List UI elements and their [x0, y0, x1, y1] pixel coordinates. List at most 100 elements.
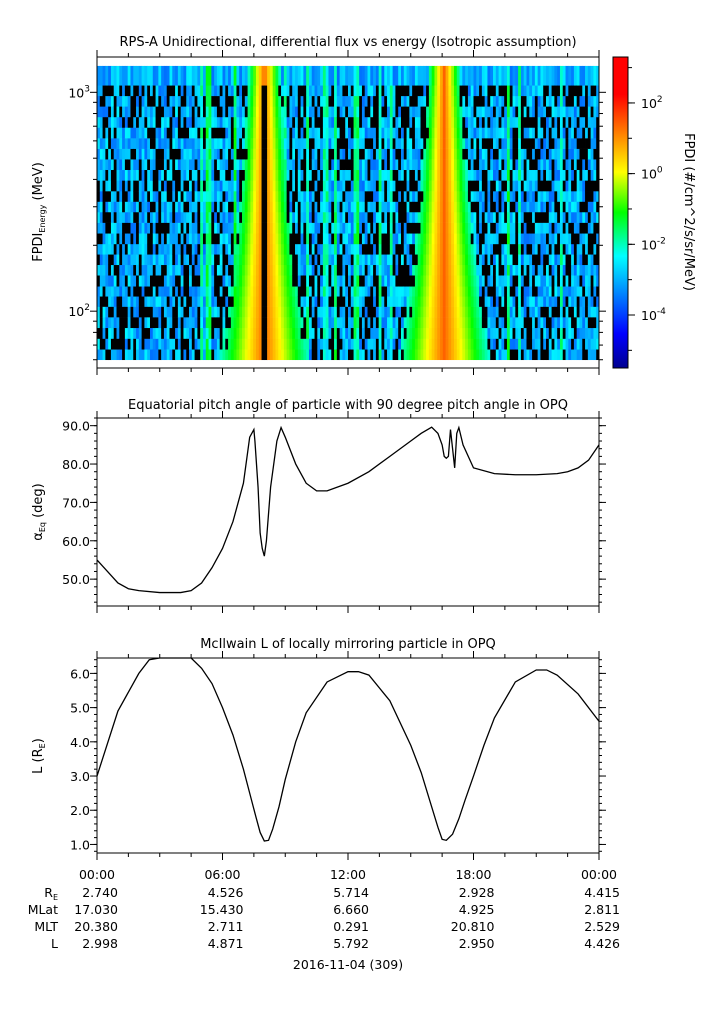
heatmap-cell [587, 191, 592, 202]
heatmap-cell [345, 95, 349, 107]
heatmap-cell [562, 180, 566, 192]
heatmap-cell [414, 264, 419, 276]
heatmap-cell [587, 65, 592, 86]
heatmap-cell [596, 169, 600, 181]
heatmap-cell [278, 138, 282, 149]
heatmap-cell [208, 159, 212, 171]
heatmap-cell [141, 222, 145, 234]
heatmap-cell [456, 317, 460, 329]
heatmap-cell [247, 180, 251, 192]
heatmap-cell [141, 138, 145, 149]
heatmap-cell [300, 138, 304, 149]
heatmap-cell [456, 338, 460, 350]
heatmap-cell [356, 254, 360, 266]
heatmap-cell [322, 169, 327, 181]
heatmap-cell [102, 127, 106, 139]
heatmap-cell [361, 286, 366, 297]
heatmap-cell [149, 306, 154, 318]
heatmap-cell [467, 106, 472, 118]
heatmap-cell [261, 201, 265, 213]
heatmap-cell [122, 201, 126, 213]
heatmap-cell [219, 169, 223, 181]
heatmap-cell [102, 116, 106, 128]
heatmap-cell [322, 286, 327, 297]
heatmap-cell [289, 286, 293, 297]
heatmap-cell [177, 243, 182, 255]
heatmap-cell [378, 306, 382, 318]
heatmap-cell [283, 327, 288, 339]
heatmap-cell [487, 201, 491, 213]
heatmap-cell [470, 169, 474, 181]
heatmap-cell [236, 296, 240, 307]
heatmap-cell [242, 327, 246, 339]
heatmap-cell [295, 222, 299, 234]
heatmap-cell [520, 65, 525, 86]
heatmap-cell [548, 349, 552, 361]
heatmap-cell [462, 116, 466, 128]
heatmap-cell [102, 349, 106, 361]
heatmap-cell [308, 222, 313, 234]
heatmap-cell [102, 338, 106, 350]
heatmap-cell [233, 127, 237, 139]
heatmap-cell [163, 286, 168, 297]
heatmap-cell [281, 338, 285, 350]
heatmap-cell [336, 243, 341, 255]
heatmap-cell [136, 138, 140, 149]
heatmap-cell [230, 191, 235, 202]
heatmap-cell [183, 116, 187, 128]
heatmap-cell [158, 65, 162, 86]
heatmap-cell [414, 65, 419, 86]
heatmap-cell [420, 349, 424, 361]
heatmap-cell [116, 180, 120, 192]
heatmap-cell [381, 191, 385, 202]
heatmap-cell [490, 327, 494, 339]
heatmap-cell [320, 243, 324, 255]
heatmap-cell [233, 211, 237, 223]
heatmap-cell [306, 95, 310, 107]
heatmap-cell [255, 254, 260, 266]
heatmap-cell [222, 349, 226, 361]
heatmap-cell [467, 116, 472, 128]
heatmap-cell [314, 243, 318, 255]
heatmap-cell [105, 264, 109, 276]
heatmap-cell [509, 349, 513, 361]
heatmap-cell [381, 211, 385, 223]
heatmap-cell [189, 180, 193, 192]
heatmap-cell [311, 85, 315, 97]
heatmap-cell [105, 243, 109, 255]
heatmap-cell [495, 201, 499, 213]
heatmap-cell [228, 306, 232, 318]
heatmap-cell [434, 148, 438, 160]
heatmap-cell [573, 233, 578, 245]
heatmap-cell [339, 148, 343, 160]
heatmap-cell [426, 211, 430, 223]
heatmap-cell [97, 338, 101, 350]
heatmap-cell [110, 180, 115, 192]
heatmap-cell [504, 106, 508, 118]
heatmap-cell [183, 95, 187, 107]
heatmap-cell [434, 233, 438, 245]
heatmap-cell [325, 65, 329, 86]
heatmap-cell [367, 201, 371, 213]
heatmap-cell [331, 191, 335, 202]
heatmap-cell [334, 138, 338, 149]
heatmap-cell [133, 211, 137, 223]
heatmap-cell [403, 327, 407, 339]
heatmap-cell [559, 180, 564, 192]
heatmap-cell [253, 211, 257, 223]
heatmap-cell [470, 85, 474, 97]
heatmap-cell [367, 254, 371, 266]
heatmap-cell [375, 306, 380, 318]
heatmap-cell [236, 264, 240, 276]
heatmap-cell [345, 106, 349, 118]
heatmap-cell [127, 327, 131, 339]
heatmap-cell [370, 327, 374, 339]
heatmap-cell [481, 349, 486, 361]
heatmap-cell [219, 286, 223, 297]
heatmap-cell [278, 338, 282, 350]
heatmap-cell [440, 148, 444, 160]
heatmap-cell [295, 180, 299, 192]
heatmap-cell [348, 169, 352, 181]
heatmap-cell [269, 211, 274, 223]
heatmap-cell [428, 317, 433, 329]
